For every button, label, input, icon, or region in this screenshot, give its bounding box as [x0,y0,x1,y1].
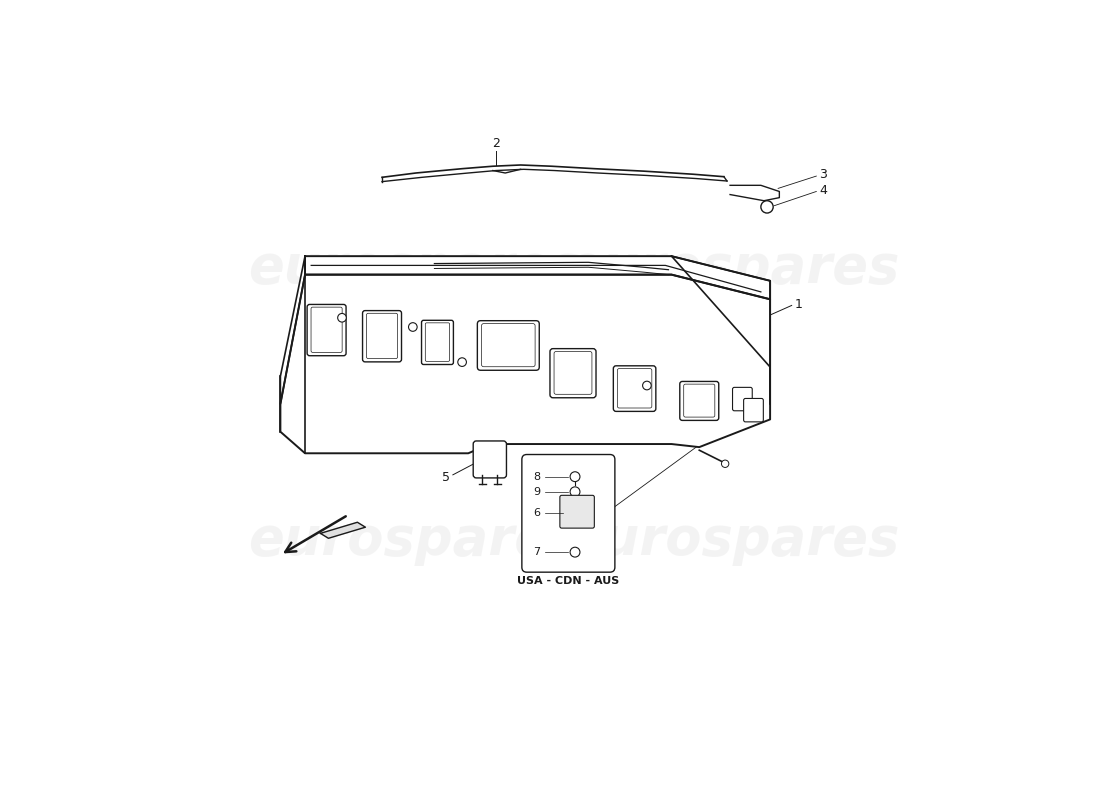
FancyBboxPatch shape [477,321,539,370]
Circle shape [570,487,580,497]
Polygon shape [280,256,305,404]
FancyBboxPatch shape [614,366,656,411]
Text: 2: 2 [492,137,499,150]
Text: eurospares: eurospares [566,242,900,294]
Circle shape [722,460,729,467]
Polygon shape [280,274,770,454]
Text: 4: 4 [820,184,827,197]
FancyBboxPatch shape [733,387,752,410]
Text: eurospares: eurospares [566,514,900,566]
Circle shape [642,382,651,390]
Polygon shape [730,186,779,201]
Text: eurospares: eurospares [248,514,582,566]
Polygon shape [305,256,770,299]
FancyBboxPatch shape [421,320,453,365]
Text: USA - CDN - AUS: USA - CDN - AUS [517,576,619,586]
Circle shape [761,201,773,213]
Text: 9: 9 [532,486,540,497]
Polygon shape [671,256,770,404]
FancyBboxPatch shape [550,349,596,398]
Circle shape [408,322,417,331]
Circle shape [570,472,580,482]
Text: 7: 7 [532,547,540,557]
Circle shape [570,547,580,557]
Text: 5: 5 [442,471,450,485]
Polygon shape [320,522,365,538]
FancyBboxPatch shape [307,305,346,356]
FancyBboxPatch shape [363,310,402,362]
FancyBboxPatch shape [473,441,506,478]
Text: 1: 1 [794,298,803,311]
Text: 6: 6 [532,508,540,518]
FancyBboxPatch shape [744,398,763,422]
Text: 8: 8 [532,472,540,482]
FancyBboxPatch shape [560,495,594,528]
Circle shape [338,314,346,322]
Text: 3: 3 [820,168,827,182]
Circle shape [458,358,466,366]
Polygon shape [382,165,727,182]
FancyBboxPatch shape [521,454,615,572]
FancyBboxPatch shape [680,382,718,421]
Text: eurospares: eurospares [248,242,582,294]
